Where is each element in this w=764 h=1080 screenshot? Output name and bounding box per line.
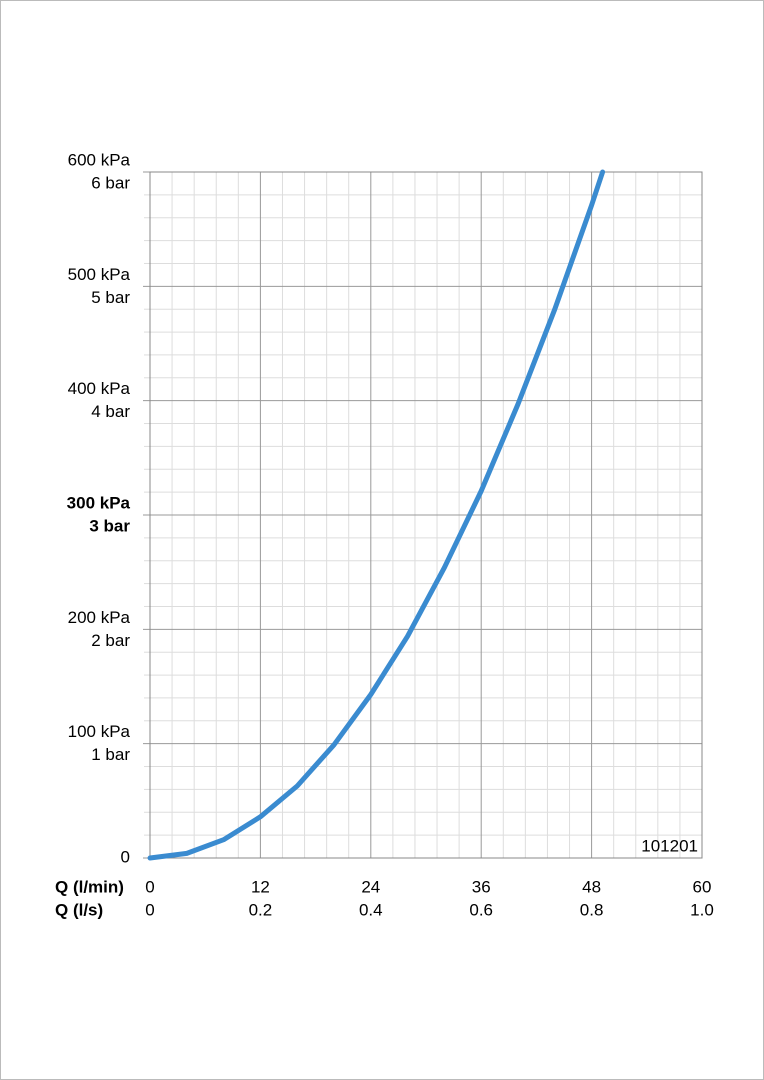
x2-tick-label: 0 [145, 900, 154, 919]
y-tick-label: 0 [121, 847, 130, 866]
x2-tick-label: 1.0 [690, 900, 714, 919]
y-tick-label-bar: 6 bar [91, 173, 130, 192]
x2-tick-label: 0.4 [359, 900, 383, 919]
x-tick-label: 48 [582, 877, 601, 896]
y-tick-label: 400 kPa [68, 379, 131, 398]
y-tick-label-bar: 2 bar [91, 631, 130, 650]
y-tick-label-bar: 1 bar [91, 745, 130, 764]
x2-tick-label: 0.6 [469, 900, 493, 919]
y-tick-label-bar: 5 bar [91, 288, 130, 307]
x-tick-label: 24 [361, 877, 380, 896]
x-tick-label: 0 [145, 877, 154, 896]
y-tick-label: 500 kPa [68, 265, 131, 284]
x2-tick-label: 0.2 [249, 900, 273, 919]
x2-tick-label: 0.8 [580, 900, 604, 919]
plot-border [149, 171, 703, 859]
x2-axis-label: Q (l/s) [55, 900, 103, 919]
y-tick-label: 100 kPa [68, 722, 131, 741]
y-tick-label-bar: 4 bar [91, 402, 130, 421]
annotation: 101201 [641, 836, 698, 855]
x-tick-label: 12 [251, 877, 270, 896]
x-tick-label: 60 [693, 877, 712, 896]
y-tick-label: 200 kPa [68, 608, 131, 627]
y-tick-label-bar: 3 bar [89, 516, 130, 535]
data-line [147, 169, 606, 861]
y-tick-label: 300 kPa [67, 493, 131, 512]
x-tick-label: 36 [472, 877, 491, 896]
y-tick-label: 600 kPa [68, 150, 131, 169]
x-axis-label: Q (l/min) [55, 877, 124, 896]
